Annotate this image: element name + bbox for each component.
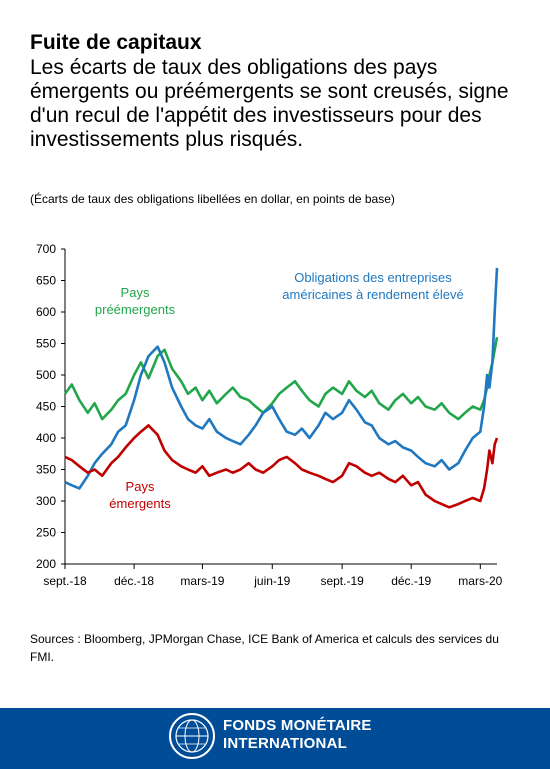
label-frontier: Pays préémergents [95,285,176,317]
series-line-em [64,424,499,509]
imf-seal-icon [169,713,215,759]
y-tick-label: 400 [36,431,56,445]
x-tick-label: mars-19 [180,574,224,588]
y-tick-label: 600 [36,305,56,319]
sources-note: Sources : Bloomberg, JPMorgan Chase, ICE… [30,632,499,664]
x-tick-label: sept.-18 [43,574,87,588]
y-tick-label: 700 [36,242,56,256]
chart-headline: Fuite de capitaux [30,31,202,54]
y-tick-label: 250 [36,526,56,540]
imf-wordmark-line2: INTERNATIONAL [223,735,347,752]
x-tick-label: mars-20 [458,574,502,588]
x-tick-label: déc.-18 [114,574,154,588]
y-tick-label: 650 [36,274,56,288]
y-tick-label: 350 [36,463,56,477]
x-tick-label: déc.-19 [391,574,431,588]
imf-wordmark-line1: FONDS MONÉTAIRE [223,717,372,734]
label-us-high-yield: Obligations des entreprises américaines à… [282,270,463,302]
imf-footer-banner: FONDS MONÉTAIRE INTERNATIONAL [0,708,550,769]
y-tick-label: 500 [36,368,56,382]
chart-subheadline: Les écarts de taux des obligations des p… [30,56,509,151]
y-tick-label: 450 [36,400,56,414]
x-tick-label: juin-19 [253,574,290,588]
x-tick-label: sept.-19 [320,574,364,588]
y-tick-label: 550 [36,337,56,351]
series-line-hy [64,267,499,490]
y-tick-label: 300 [36,494,56,508]
chart-unit-subtitle: (Écarts de taux des obligations libellée… [30,192,395,206]
series-line-frontier [63,336,499,421]
label-emerging: Pays émergents [109,479,171,511]
imf-wordmark: FONDS MONÉTAIRE INTERNATIONAL [223,717,372,753]
y-tick-label: 200 [36,557,56,571]
spread-line-chart: 200 250 300 350 400 450 500 550 600 650 700 sept.-1… [36,242,503,588]
